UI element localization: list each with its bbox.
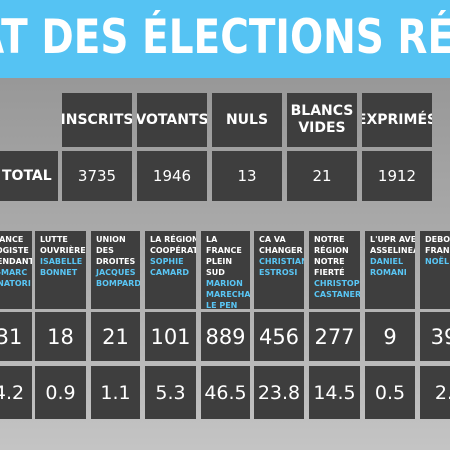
summary-header: EXPRIMÉS — [362, 93, 432, 147]
summary-value: 1946 — [137, 151, 207, 201]
percent-value: 46.5 — [201, 366, 250, 419]
percent-value: 1.1 — [91, 366, 140, 419]
list-name: L'UPR AVECASSELINEAU — [370, 235, 415, 255]
percent-value: 5.3 — [145, 366, 196, 419]
summary-value: 3735 — [62, 151, 132, 201]
title-banner: LTAT DES ÉLECTIONS RÉGIO — [0, 0, 450, 78]
summary-value: 1912 — [362, 151, 432, 201]
list-name: LA FRANCE PLEIN SUD — [206, 235, 242, 277]
list-name: CA VA CHANGER — [259, 235, 303, 255]
votes-value: 31 — [0, 312, 32, 361]
list-name: DEBOUFRAN — [425, 235, 450, 255]
list-name: NOTRE RÉGION NOTRE FIERTÉ — [314, 235, 349, 277]
list-name: LA RÉGIONCOOPÉRATIVE — [150, 235, 196, 255]
percent-value: 0.5 — [365, 366, 415, 419]
summary-value: 13 — [212, 151, 282, 201]
candidate-name: CHRISTOPHECASTANER — [314, 279, 360, 299]
page-title: LTAT DES ÉLECTIONS RÉGIO — [0, 10, 450, 65]
candidate-name: SOPHIE CAMARD — [150, 257, 190, 277]
percent-value: 23.8 — [254, 366, 304, 419]
list-header: L'UPR AVECASSELINEAUDANIEL ROMANI — [365, 231, 415, 309]
votes-value: 889 — [201, 312, 250, 361]
list-header: UNION DES DROITES JACQUES BOMPARD — [91, 231, 140, 309]
summary-header: INSCRITS — [62, 93, 132, 147]
list-name: LIANCELOGISTEPENDANTE — [0, 235, 32, 266]
list-name: UNION DES DROITES — [96, 235, 136, 266]
list-name: LUTTE OUVRIÈRE — [40, 235, 86, 255]
percent-value: 14.5 — [309, 366, 360, 419]
votes-value: 21 — [91, 312, 140, 361]
list-header: CA VA CHANGER CHRISTIAN ESTROSI — [254, 231, 304, 309]
votes-value: 277 — [309, 312, 360, 361]
summary-value: 21 — [287, 151, 357, 201]
votes-value: 18 — [35, 312, 86, 361]
votes-value: 456 — [254, 312, 304, 361]
total-label: TOTAL — [0, 151, 58, 201]
votes-value: 9 — [365, 312, 415, 361]
votes-value: 39 — [420, 312, 450, 361]
percent-value: 4.2 — [0, 366, 32, 419]
list-header: LIANCELOGISTEPENDANTEN-MARCRNATORI — [0, 231, 32, 309]
candidate-name: DANIEL ROMANI — [370, 257, 407, 277]
summary-header: VOTANTS — [137, 93, 207, 147]
candidate-name: N-MARCRNATORI — [0, 268, 31, 288]
list-header: LUTTE OUVRIÈRE ISABELLE BONNET — [35, 231, 86, 309]
candidate-name: MARIONMARECHALLE PEN — [206, 279, 250, 309]
percent-value: 0.9 — [35, 366, 86, 419]
candidate-name: NOËL CH — [425, 257, 450, 266]
list-header: LA RÉGIONCOOPÉRATIVESOPHIE CAMARD — [145, 231, 196, 309]
votes-value: 101 — [145, 312, 196, 361]
candidate-name: CHRISTIAN ESTROSI — [259, 257, 304, 277]
list-header: DEBOUFRAN NOËL CH — [420, 231, 450, 309]
candidate-name: JACQUES BOMPARD — [96, 268, 140, 288]
summary-header: BLANCS VIDES — [287, 93, 357, 147]
candidate-name: ISABELLE BONNET — [40, 257, 83, 277]
percent-value: 2. — [420, 366, 450, 419]
summary-header: NULS — [212, 93, 282, 147]
